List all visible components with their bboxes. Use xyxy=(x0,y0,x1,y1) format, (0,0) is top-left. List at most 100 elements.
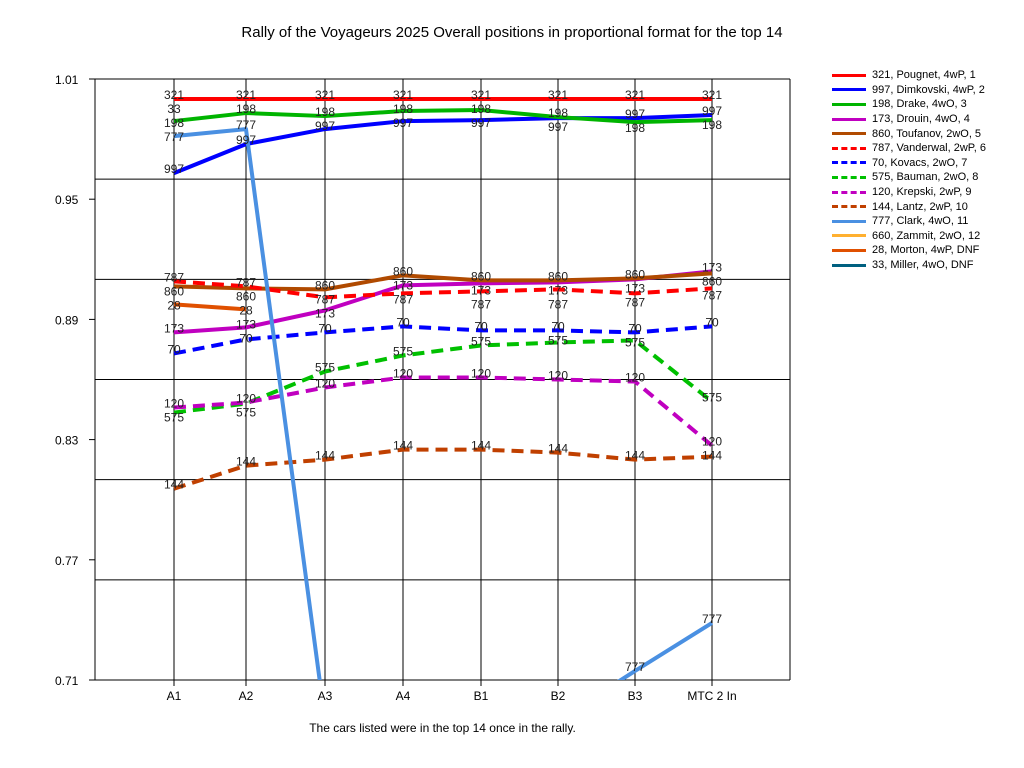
data-label: 777 xyxy=(625,660,645,674)
data-label: 575 xyxy=(702,391,722,405)
data-label: 321 xyxy=(164,88,184,102)
data-label: 321 xyxy=(625,88,645,102)
series-line-777 xyxy=(173,127,322,680)
data-label: 70 xyxy=(396,315,410,329)
x-tick-label: A2 xyxy=(239,689,254,703)
data-label: 997 xyxy=(471,116,491,130)
data-label: 28 xyxy=(167,298,181,312)
legend-item: 321, Pougnet, 4wP, 1 xyxy=(832,68,986,83)
data-label: 787 xyxy=(236,275,256,289)
legend-label: 860, Toufanov, 2wO, 5 xyxy=(872,127,982,140)
data-label: 997 xyxy=(315,119,335,133)
legend: 321, Pougnet, 4wP, 1 997, Dimkovski, 4wP,… xyxy=(832,68,986,272)
data-label: 120 xyxy=(393,366,413,380)
legend-item: 144, Lantz, 2wP, 10 xyxy=(832,199,986,214)
data-label: 120 xyxy=(548,369,568,383)
legend-label: 28, Morton, 4wP, DNF xyxy=(872,244,980,257)
series-line-70 xyxy=(173,324,713,356)
legend-item: 575, Bauman, 2wO, 8 xyxy=(832,170,986,185)
x-tick-label: B3 xyxy=(628,689,643,703)
legend-swatch xyxy=(832,161,866,165)
data-label: 787 xyxy=(625,295,645,309)
legend-swatch xyxy=(832,190,866,194)
data-label: 70 xyxy=(705,315,719,329)
legend-label: 575, Bauman, 2wO, 8 xyxy=(872,171,979,184)
data-label: 997 xyxy=(548,120,568,134)
series-line-198 xyxy=(173,108,713,125)
data-label: 33 xyxy=(167,102,181,116)
data-label: 198 xyxy=(548,106,568,120)
data-label: 321 xyxy=(548,88,568,102)
legend-item: 70, Kovacs, 2wO, 7 xyxy=(832,156,986,171)
data-label: 777 xyxy=(164,130,184,144)
series-line-787 xyxy=(173,279,713,300)
x-tick-label: A1 xyxy=(167,689,182,703)
data-label: 860 xyxy=(702,274,722,288)
data-label: 120 xyxy=(164,397,184,411)
data-label: 144 xyxy=(315,449,335,463)
data-label: 575 xyxy=(164,411,184,425)
x-tick-label: A3 xyxy=(318,689,333,703)
data-label: 321 xyxy=(236,88,256,102)
data-label: 860 xyxy=(548,269,568,283)
legend-label: 120, Krepski, 2wP, 9 xyxy=(872,186,972,199)
legend-label: 997, Dimkovski, 4wP, 2 xyxy=(872,83,985,96)
data-label: 997 xyxy=(164,162,184,176)
legend-swatch xyxy=(832,73,866,77)
data-label: 321 xyxy=(393,88,413,102)
legend-label: 70, Kovacs, 2wO, 7 xyxy=(872,156,968,169)
legend-swatch xyxy=(832,248,866,252)
data-label: 787 xyxy=(164,270,184,284)
data-label: 173 xyxy=(236,317,256,331)
x-tick-label: A4 xyxy=(396,689,411,703)
legend-item: 860, Toufanov, 2wO, 5 xyxy=(832,126,986,141)
legend-swatch xyxy=(832,234,866,238)
data-label: 198 xyxy=(471,102,491,116)
data-label: 321 xyxy=(471,88,491,102)
x-axis-caption: The cars listed were in the top 14 once … xyxy=(309,721,576,735)
y-tick-label: 0.95 xyxy=(55,193,79,207)
data-label: 198 xyxy=(702,118,722,132)
legend-item: 997, Dimkovski, 4wP, 2 xyxy=(832,83,986,98)
series-line-777 xyxy=(617,621,714,680)
data-label: 777 xyxy=(236,118,256,132)
y-tick-label: 0.89 xyxy=(55,313,79,327)
series-line-997 xyxy=(173,113,713,176)
chart-title: Rally of the Voyageurs 2025 Overall posi… xyxy=(241,24,783,41)
legend-swatch xyxy=(832,117,866,121)
legend-swatch xyxy=(832,205,866,209)
legend-swatch xyxy=(832,132,866,136)
legend-label: 173, Drouin, 4wO, 4 xyxy=(872,113,970,126)
data-label: 70 xyxy=(628,321,642,335)
data-label: 28 xyxy=(239,303,253,317)
legend-swatch xyxy=(832,146,866,150)
data-label: 860 xyxy=(471,269,491,283)
data-label: 70 xyxy=(474,319,488,333)
legend-label: 144, Lantz, 2wP, 10 xyxy=(872,200,968,213)
data-label: 997 xyxy=(625,107,645,121)
data-label: 198 xyxy=(393,102,413,116)
legend-swatch xyxy=(832,219,866,223)
legend-item: 33, Miller, 4wO, DNF xyxy=(832,258,986,273)
legend-item: 787, Vanderwal, 2wP, 6 xyxy=(832,141,986,156)
data-label: 575 xyxy=(315,360,335,374)
legend-label: 198, Drake, 4wO, 3 xyxy=(872,98,967,111)
y-tick-label: 0.77 xyxy=(55,554,79,568)
data-label: 321 xyxy=(315,88,335,102)
legend-item: 120, Krepski, 2wP, 9 xyxy=(832,185,986,200)
data-label: 787 xyxy=(315,292,335,306)
data-label: 173 xyxy=(548,283,568,297)
series-line-144 xyxy=(173,447,713,491)
series-group xyxy=(173,97,714,680)
data-label: 575 xyxy=(548,333,568,347)
data-label: 144 xyxy=(471,439,491,453)
x-tick-label: MTC 2 In xyxy=(687,689,736,703)
legend-label: 321, Pougnet, 4wP, 1 xyxy=(872,69,976,82)
data-label: 787 xyxy=(471,297,491,311)
series-line-120 xyxy=(173,375,714,448)
legend-swatch xyxy=(832,175,866,179)
data-label: 120 xyxy=(625,371,645,385)
data-label: 70 xyxy=(551,319,565,333)
x-tick-label: B1 xyxy=(474,689,489,703)
data-label: 997 xyxy=(236,133,256,147)
